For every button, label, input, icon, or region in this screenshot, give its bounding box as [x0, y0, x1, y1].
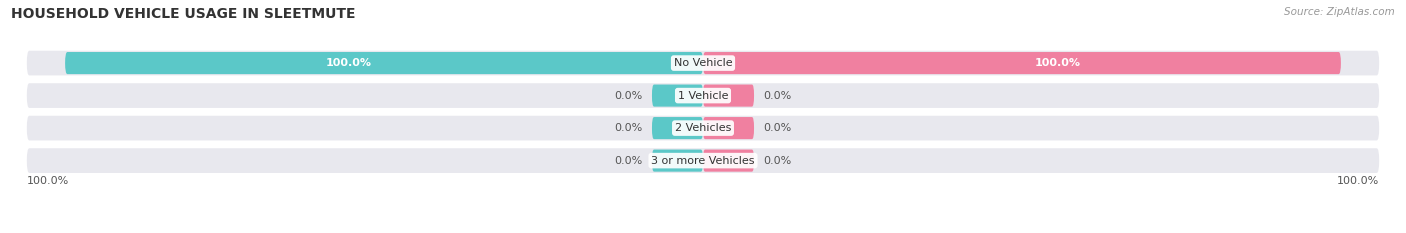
Text: Source: ZipAtlas.com: Source: ZipAtlas.com — [1284, 7, 1395, 17]
Text: 100.0%: 100.0% — [27, 176, 69, 186]
Text: 1 Vehicle: 1 Vehicle — [678, 91, 728, 101]
Text: 0.0%: 0.0% — [763, 123, 792, 133]
FancyBboxPatch shape — [703, 117, 754, 139]
Text: 0.0%: 0.0% — [763, 91, 792, 101]
FancyBboxPatch shape — [27, 148, 1379, 173]
FancyBboxPatch shape — [27, 116, 1379, 140]
Text: 100.0%: 100.0% — [325, 58, 371, 68]
FancyBboxPatch shape — [703, 85, 754, 107]
FancyBboxPatch shape — [27, 83, 1379, 108]
Text: 3 or more Vehicles: 3 or more Vehicles — [651, 156, 755, 166]
Text: 0.0%: 0.0% — [763, 156, 792, 166]
Text: 100.0%: 100.0% — [1337, 176, 1379, 186]
Text: 2 Vehicles: 2 Vehicles — [675, 123, 731, 133]
Text: 0.0%: 0.0% — [614, 123, 643, 133]
FancyBboxPatch shape — [652, 85, 703, 107]
FancyBboxPatch shape — [652, 150, 703, 172]
FancyBboxPatch shape — [703, 52, 1341, 74]
Text: 100.0%: 100.0% — [1035, 58, 1081, 68]
Text: 0.0%: 0.0% — [614, 156, 643, 166]
FancyBboxPatch shape — [27, 51, 1379, 75]
Text: No Vehicle: No Vehicle — [673, 58, 733, 68]
FancyBboxPatch shape — [703, 150, 754, 172]
FancyBboxPatch shape — [652, 117, 703, 139]
Text: 0.0%: 0.0% — [614, 91, 643, 101]
Text: HOUSEHOLD VEHICLE USAGE IN SLEETMUTE: HOUSEHOLD VEHICLE USAGE IN SLEETMUTE — [11, 7, 356, 21]
FancyBboxPatch shape — [65, 52, 703, 74]
